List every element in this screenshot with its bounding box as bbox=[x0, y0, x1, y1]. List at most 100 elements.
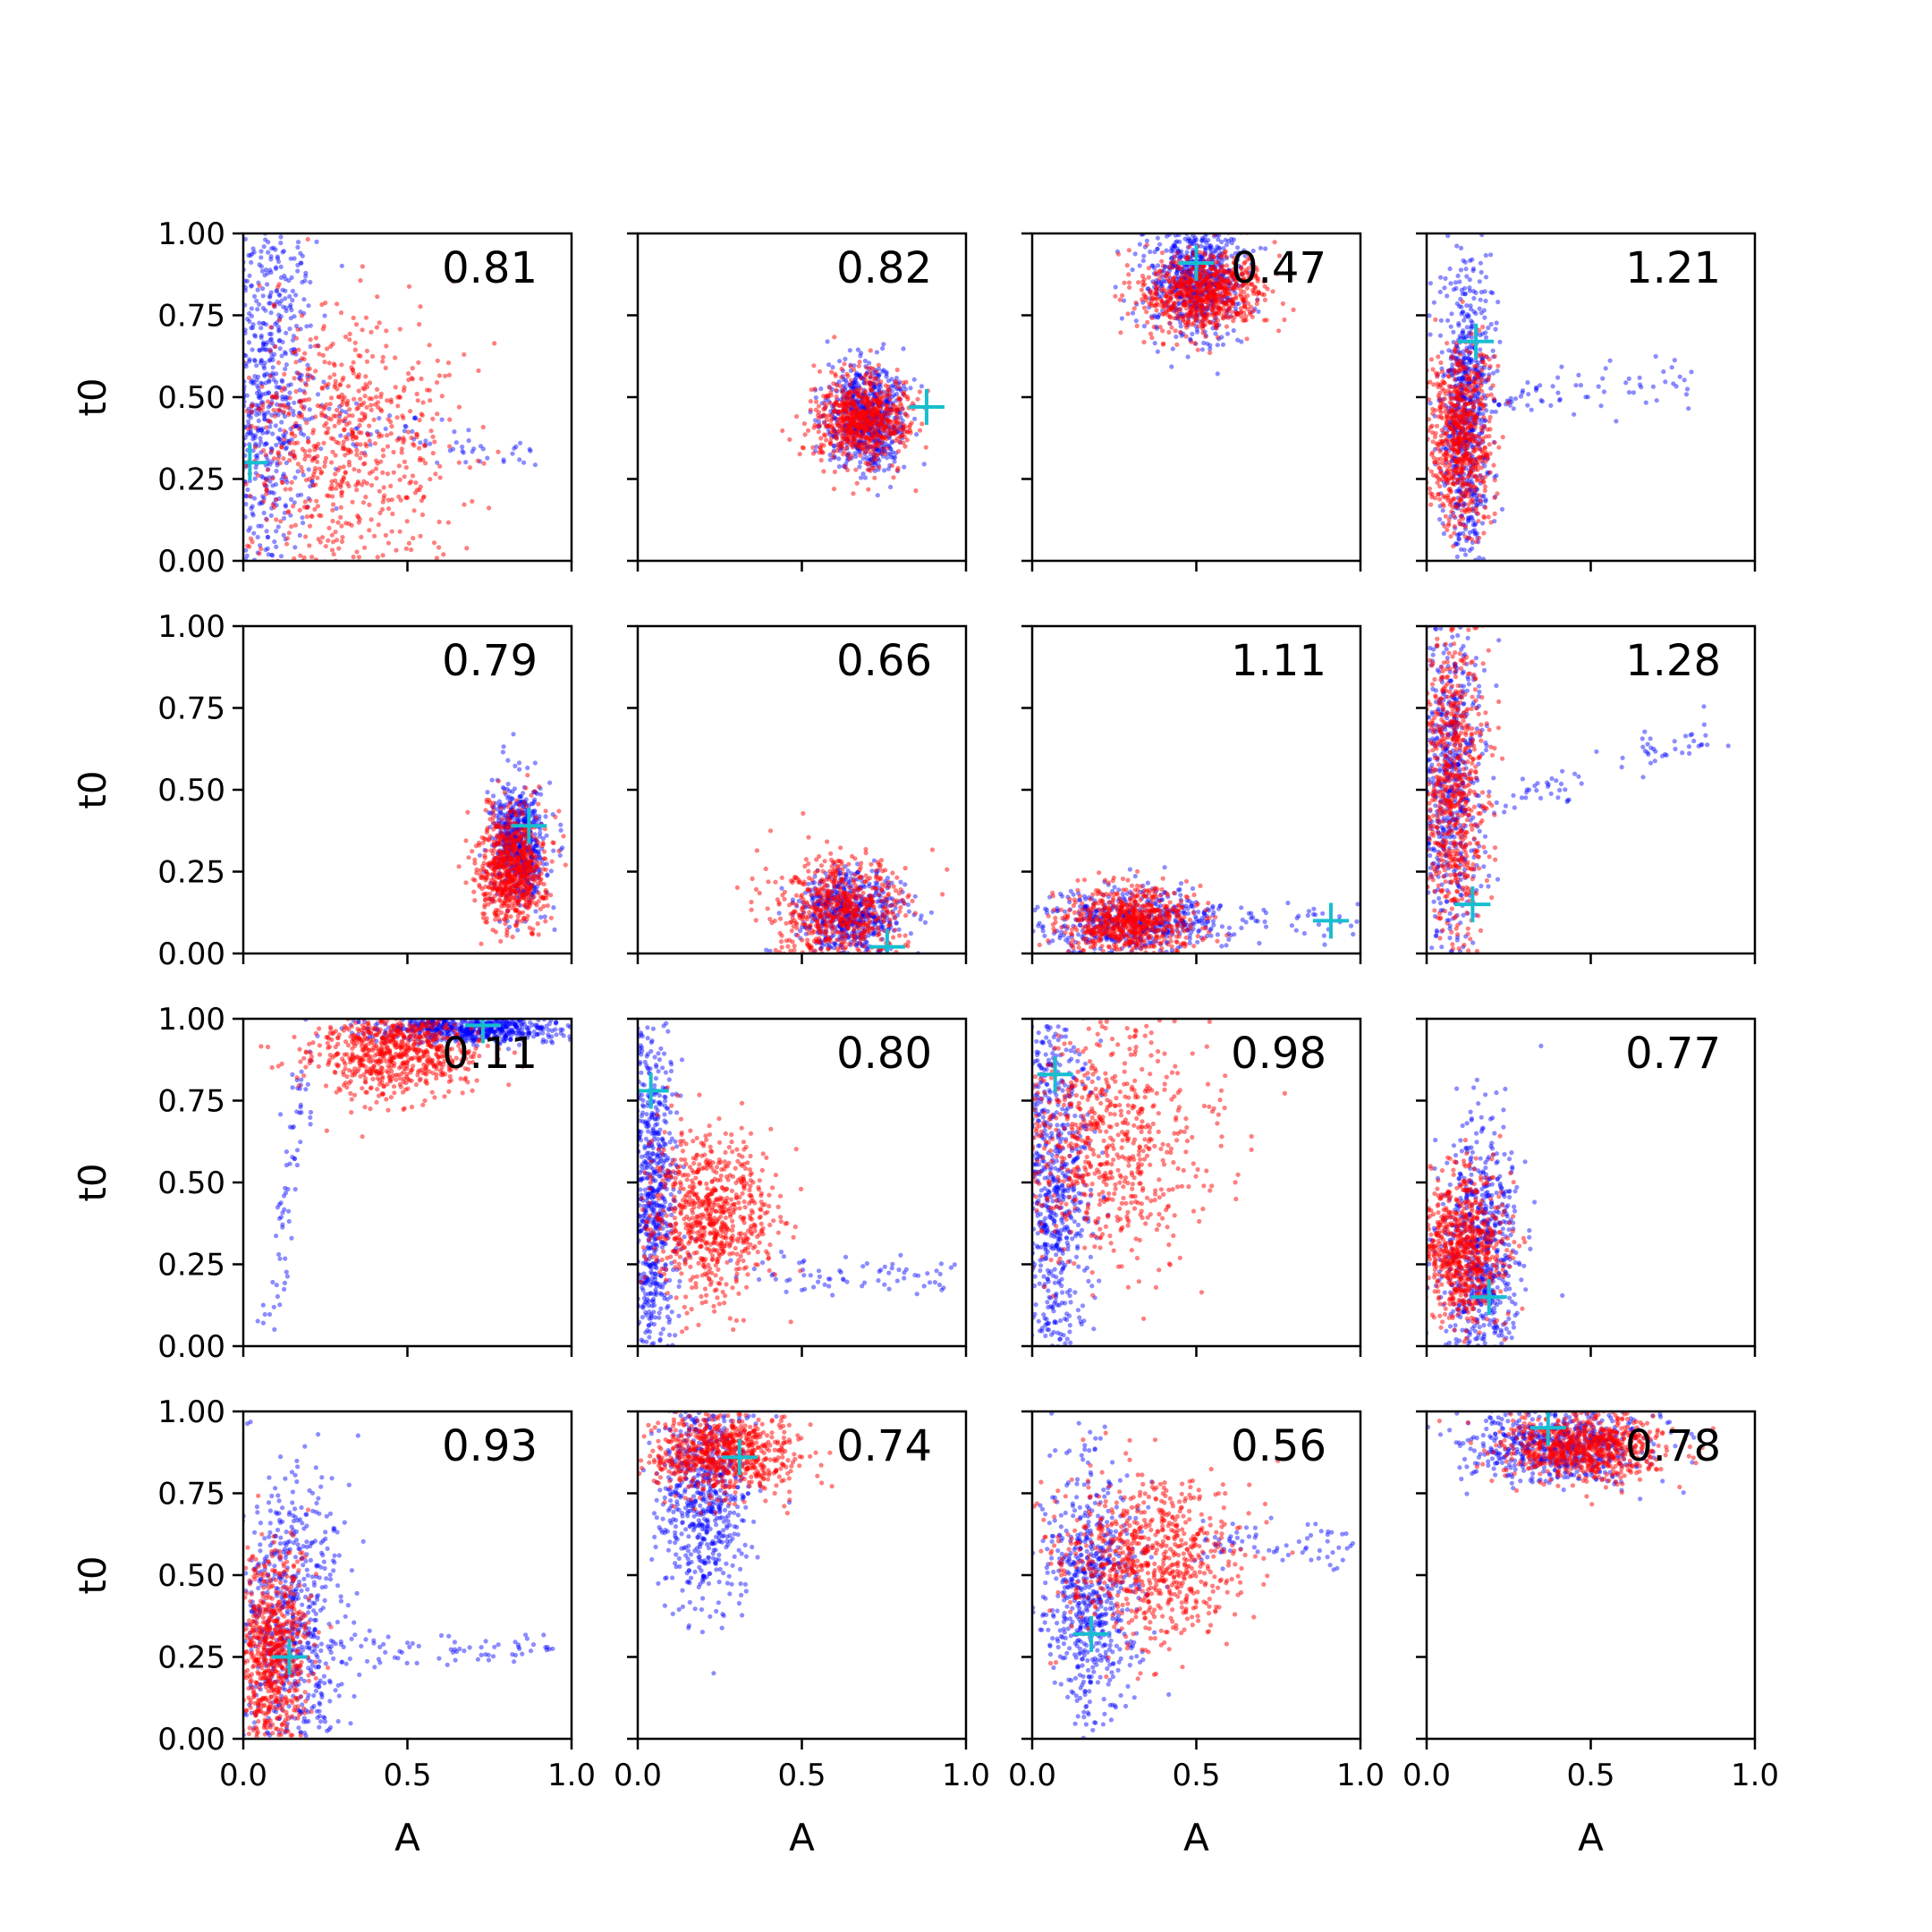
red-point bbox=[289, 479, 294, 486]
blue-point bbox=[258, 249, 264, 254]
blue-point bbox=[1455, 273, 1461, 278]
blue-point bbox=[1170, 346, 1175, 352]
red-point bbox=[249, 423, 254, 428]
blue-point bbox=[244, 393, 250, 398]
blue-point bbox=[1462, 355, 1468, 360]
red-point bbox=[1222, 268, 1227, 274]
blue-point bbox=[818, 386, 824, 392]
red-point bbox=[1185, 292, 1191, 298]
red-point bbox=[249, 410, 255, 415]
blue-point bbox=[1463, 267, 1469, 272]
blue-point bbox=[261, 510, 267, 516]
red-point bbox=[917, 389, 922, 394]
red-point bbox=[1199, 309, 1205, 315]
red-point bbox=[402, 474, 407, 479]
red-point bbox=[1213, 320, 1218, 326]
blue-point bbox=[1458, 245, 1464, 250]
blue-point bbox=[423, 438, 428, 444]
blue-point bbox=[258, 428, 265, 433]
blue-point bbox=[1478, 501, 1483, 507]
red-point bbox=[1172, 316, 1177, 321]
blue-point bbox=[254, 298, 259, 304]
red-point bbox=[794, 414, 800, 419]
red-point bbox=[1239, 284, 1244, 289]
red-point bbox=[308, 337, 313, 343]
red-point bbox=[339, 489, 344, 495]
red-point bbox=[853, 467, 859, 472]
blue-point bbox=[1439, 350, 1445, 355]
red-point bbox=[406, 540, 411, 547]
red-point bbox=[870, 431, 876, 436]
red-point bbox=[1255, 298, 1260, 303]
red-point bbox=[895, 465, 901, 471]
blue-point bbox=[1682, 377, 1687, 383]
blue-point bbox=[859, 404, 864, 410]
blue-point bbox=[1520, 390, 1525, 395]
red-point bbox=[313, 335, 318, 341]
red-point bbox=[1250, 263, 1255, 268]
blue-point bbox=[275, 299, 280, 304]
blue-point bbox=[1459, 311, 1464, 317]
red-point bbox=[420, 457, 426, 462]
red-point bbox=[1149, 335, 1155, 341]
red-point bbox=[1275, 271, 1280, 276]
red-point bbox=[1224, 324, 1230, 329]
blue-point bbox=[1156, 263, 1161, 268]
blue-point bbox=[1496, 300, 1501, 305]
red-point bbox=[1161, 341, 1166, 346]
blue-point bbox=[1466, 516, 1471, 521]
red-point bbox=[321, 440, 326, 445]
blue-point bbox=[1161, 267, 1166, 273]
blue-point bbox=[1479, 290, 1484, 295]
red-point bbox=[1209, 307, 1216, 312]
red-point bbox=[467, 465, 473, 470]
red-point bbox=[388, 483, 394, 489]
blue-point bbox=[1174, 334, 1179, 340]
red-point bbox=[1233, 283, 1239, 288]
blue-point bbox=[1214, 226, 1218, 231]
red-point bbox=[369, 407, 374, 412]
red-point bbox=[1195, 347, 1200, 352]
blue-point bbox=[260, 227, 265, 232]
blue-point bbox=[266, 404, 271, 410]
blue-point bbox=[1470, 529, 1476, 534]
blue-point bbox=[1467, 547, 1472, 554]
blue-point bbox=[1182, 236, 1188, 242]
blue-point bbox=[264, 371, 269, 377]
red-point bbox=[902, 411, 908, 417]
blue-point bbox=[1156, 314, 1161, 319]
blue-point bbox=[258, 395, 263, 401]
blue-point bbox=[837, 359, 843, 364]
blue-point bbox=[1191, 238, 1198, 243]
red-point bbox=[1148, 288, 1154, 293]
blue-point bbox=[250, 381, 256, 386]
blue-point bbox=[250, 511, 255, 516]
red-point bbox=[868, 375, 873, 380]
red-point bbox=[437, 475, 443, 480]
blue-point bbox=[1164, 233, 1170, 239]
red-point bbox=[354, 447, 360, 453]
red-point bbox=[904, 437, 910, 443]
red-point bbox=[832, 469, 838, 475]
blue-point bbox=[1140, 258, 1146, 264]
blue-point bbox=[299, 260, 304, 266]
blue-point bbox=[1453, 488, 1459, 495]
red-point bbox=[873, 399, 879, 404]
blue-point bbox=[271, 377, 276, 383]
blue-point bbox=[1493, 326, 1498, 332]
blue-point bbox=[517, 457, 522, 462]
blue-point bbox=[1462, 352, 1467, 358]
blue-point bbox=[280, 339, 285, 344]
red-point bbox=[263, 482, 268, 488]
blue-point bbox=[1479, 372, 1485, 377]
blue-point bbox=[268, 513, 274, 519]
red-point bbox=[310, 564, 315, 568]
red-point bbox=[341, 439, 346, 445]
red-point bbox=[336, 394, 342, 400]
blue-point bbox=[295, 469, 301, 474]
blue-point bbox=[288, 256, 293, 261]
red-point bbox=[357, 422, 362, 428]
red-point bbox=[350, 413, 355, 419]
panel-4: 1.21 bbox=[1416, 232, 1757, 572]
red-point bbox=[1238, 288, 1243, 293]
